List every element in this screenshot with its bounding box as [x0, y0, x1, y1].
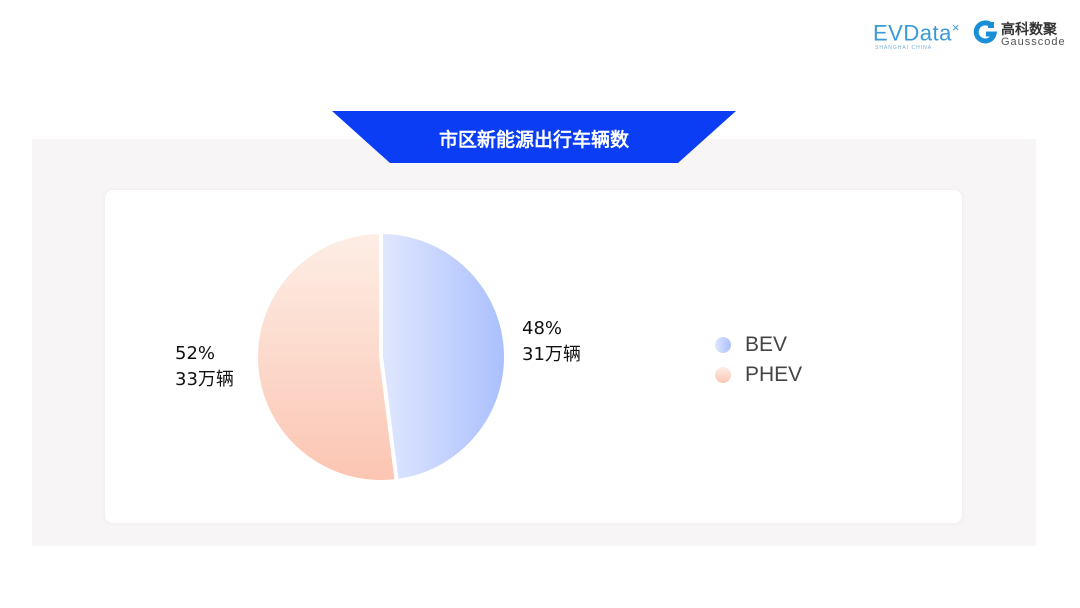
evdata-logo: EVData× SHANGHAI CHINA [873, 20, 960, 51]
title-banner: 市区新能源出行车辆数 [332, 111, 736, 163]
chart-card [105, 190, 962, 523]
bev-percent: 48% [522, 318, 563, 339]
pie-slice-bev [379, 229, 508, 484]
phev-count: 33万辆 [175, 369, 234, 390]
legend: BEV PHEV [715, 330, 802, 390]
chart-title: 市区新能源出行车辆数 [438, 129, 629, 151]
legend-item-phev: PHEV [715, 360, 802, 390]
evdata-logo-sub: SHANGHAI CHINA [875, 45, 933, 51]
gausscode-logo-cn: 高科数聚 [1001, 22, 1057, 38]
bev-count: 31万辆 [522, 344, 581, 365]
bev-data-label: 48% 31万辆 [522, 316, 581, 368]
pie-slice-phev [254, 229, 399, 484]
phev-percent: 52% [175, 343, 216, 364]
gausscode-logo-en: Gausscode [1001, 36, 1066, 48]
phev-data-label: 52% 33万辆 [175, 341, 234, 393]
legend-item-bev: BEV [715, 330, 802, 360]
evdata-logo-text: EVData [873, 20, 952, 46]
legend-label-bev: BEV [745, 333, 788, 356]
legend-swatch-phev [715, 367, 731, 383]
gausscode-logo-icon [973, 20, 998, 44]
legend-label-phev: PHEV [745, 363, 803, 386]
gausscode-logo: 高科数聚 Gausscode [973, 20, 1065, 49]
legend-swatch-bev [715, 337, 731, 353]
